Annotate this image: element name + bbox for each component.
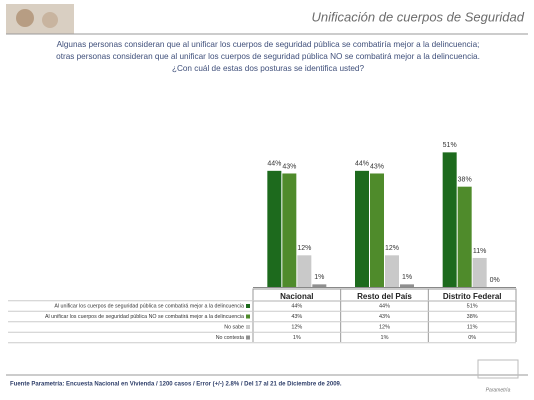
data-label: 1% — [402, 274, 412, 281]
logo: Parametría — [486, 387, 511, 393]
data-label: 12% — [297, 245, 311, 252]
logo-box — [477, 359, 519, 379]
data-label: 1% — [314, 274, 324, 281]
table-cell: 1% — [381, 335, 389, 341]
header-image-detail — [42, 12, 58, 28]
bar — [472, 257, 487, 287]
question-line: ¿Con cuál de estas dos posturas se ident… — [172, 64, 365, 73]
table-cell: 43% — [379, 314, 390, 320]
bar — [400, 284, 414, 287]
bar — [282, 173, 297, 287]
bar — [370, 173, 384, 287]
bar — [457, 186, 472, 287]
data-label: 44% — [355, 161, 369, 168]
bar — [442, 152, 457, 287]
bar — [267, 170, 282, 287]
data-label: 11% — [473, 248, 487, 255]
table-cell: 1% — [293, 335, 301, 341]
header-image-detail — [16, 9, 34, 27]
bar — [355, 170, 369, 287]
question-line: Algunas personas consideran que al unifi… — [57, 40, 480, 49]
question-line: otras personas consideran que al unifica… — [56, 52, 480, 61]
data-label: 43% — [370, 163, 384, 170]
bar — [385, 255, 399, 287]
legend-swatch — [246, 335, 250, 340]
legend-swatch — [246, 325, 250, 329]
table-cell: 11% — [467, 324, 478, 330]
table-cell: 0% — [468, 335, 476, 341]
source: Fuente Parametría: Encuesta Nacional en … — [10, 382, 342, 388]
category-label: Nacional — [280, 292, 313, 301]
legend-swatch — [246, 304, 250, 308]
legend-swatch — [246, 314, 250, 319]
table-cell: 12% — [379, 324, 390, 330]
table-cell: 44% — [379, 303, 390, 309]
bar — [312, 284, 327, 287]
title: Unificación de cuerpos de Seguridad — [312, 9, 525, 24]
category-label: Distrito Federal — [443, 292, 502, 301]
data-label: 38% — [458, 177, 472, 184]
data-label: 0% — [490, 277, 500, 284]
category-label: Resto del País — [357, 292, 412, 301]
data-label: 43% — [282, 163, 296, 170]
legend-label: Al unificar los cuerpos de seguridad púb… — [45, 314, 244, 320]
data-label: 12% — [385, 245, 399, 252]
table-cell: 51% — [467, 303, 478, 309]
table-cell: 43% — [291, 314, 302, 320]
legend-label: No contesta — [216, 335, 244, 341]
data-label: 44% — [267, 161, 281, 168]
data-label: 51% — [443, 142, 457, 149]
table-cell: 38% — [467, 314, 478, 320]
legend-label: No sabe — [224, 324, 244, 330]
bar — [297, 255, 312, 287]
table-cell: 12% — [291, 324, 302, 330]
legend-label: Al unificar los cuerpos de seguridad púb… — [54, 303, 244, 309]
table-cell: 44% — [291, 303, 302, 309]
